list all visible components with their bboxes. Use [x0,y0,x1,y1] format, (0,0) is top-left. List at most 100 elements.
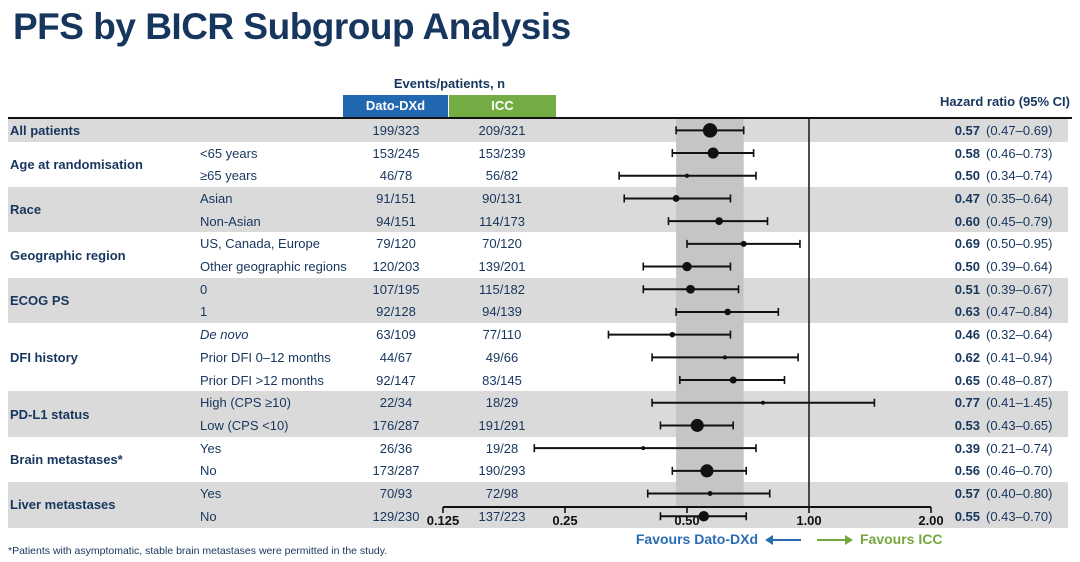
events-dato-dxd: 107/195 [372,281,420,297]
subgroup-label: Asian [200,190,233,206]
hazard-ratio-value: 0.69 [954,236,980,252]
group-label: All patients [10,122,81,138]
confidence-interval-value: (0.48–0.87) [986,372,1053,388]
confidence-interval-value: (0.32–0.64) [986,327,1053,343]
hr-point-marker [707,147,719,159]
subgroup-label: ≥65 years [200,168,257,184]
confidence-interval-value: (0.40–0.80) [986,486,1053,502]
events-dato-dxd: 26/36 [379,440,413,456]
hr-point-marker [729,376,737,384]
events-dato-dxd: 120/203 [372,259,420,275]
events-icc: 83/145 [482,372,522,388]
events-icc: 153/239 [478,145,526,161]
events-icc: 56/82 [485,168,519,184]
favours-icc-label: Favours ICC [860,531,943,547]
group-label: DFI history [10,349,78,365]
events-dato-dxd: 94/151 [376,213,416,229]
hazard-ratio-value: 0.50 [954,259,980,275]
x-axis-tick-label: 0.25 [552,513,578,528]
hazard-ratio-value: 0.65 [954,372,980,388]
confidence-interval-value: (0.45–0.79) [986,213,1053,229]
confidence-interval-value: (0.34–0.74) [986,168,1053,184]
events-dato-dxd: 70/93 [379,486,413,502]
events-icc: 72/98 [485,486,519,502]
favours-dato-dxd-label: Favours Dato-DXd [635,531,758,547]
hazard-ratio-value: 0.57 [954,486,980,502]
confidence-interval-value: (0.47–0.69) [986,122,1053,138]
page-title: PFS by BICR Subgroup Analysis [13,6,571,47]
group-label: Brain metastases* [10,451,123,467]
subgroup-label: No [200,508,217,524]
confidence-interval-value: (0.46–0.73) [986,145,1053,161]
events-icc: 19/28 [485,440,519,456]
arm-header-dato-dxd: Dato-DXd [343,95,448,117]
favours-left-arrow-head [765,535,773,545]
subgroup-label: Prior DFI 0–12 months [200,349,331,365]
hr-point-marker [722,355,727,360]
events-dato-dxd: 153/245 [372,145,420,161]
events-dato-dxd: 199/323 [372,122,420,138]
hr-point-marker [669,331,676,338]
hr-point-marker [700,464,714,478]
confidence-interval-value: (0.43–0.65) [986,417,1053,433]
events-dato-dxd: 79/120 [376,236,416,252]
events-dato-dxd: 46/78 [379,168,413,184]
group-label: Race [10,202,42,218]
events-icc: 94/139 [482,304,522,320]
events-icc: 18/29 [485,395,519,411]
subgroup-label: 0 [200,281,208,297]
events-dato-dxd: 176/287 [372,417,420,433]
hr-point-marker [641,446,646,451]
hazard-ratio-value: 0.50 [954,168,980,184]
hazard-ratio-value: 0.53 [954,417,980,433]
row-stripe [8,187,1068,233]
events-icc: 190/293 [478,463,526,479]
hazard-ratio-value: 0.62 [954,349,980,365]
row-stripe [8,391,1068,437]
subgroup-label: 1 [200,304,208,320]
x-axis-tick-label: 0.125 [426,513,460,528]
group-label: Liver metastases [10,497,116,513]
subgroup-label: Yes [200,486,222,502]
confidence-interval-value: (0.47–0.84) [986,304,1053,320]
events-patients-header: Events/patients, n [393,76,506,91]
events-icc: 191/291 [478,417,526,433]
events-icc: 49/66 [485,349,519,365]
events-dato-dxd: 92/147 [376,372,416,388]
group-label: ECOG PS [10,293,70,309]
events-icc: 137/223 [478,508,526,524]
confidence-interval-value: (0.43–0.70) [986,508,1053,524]
events-dato-dxd: 91/151 [376,190,416,206]
hazard-ratio-value: 0.39 [954,440,980,456]
confidence-interval-value: (0.21–0.74) [986,440,1053,456]
hr-point-marker [740,240,747,247]
subgroup-label: Other geographic regions [200,259,347,275]
hazard-ratio-header: Hazard ratio (95% CI) [939,94,1070,109]
subgroup-label: No [200,463,217,479]
subgroup-label: US, Canada, Europe [200,236,320,252]
x-axis-tick-label: 2.00 [918,513,944,528]
row-stripe [8,119,1068,142]
subgroup-label: De novo [200,327,249,343]
hr-point-marker [682,261,692,272]
hazard-ratio-value: 0.58 [954,145,980,161]
events-icc: 114/173 [478,213,526,229]
group-label: Geographic region [10,247,126,263]
confidence-interval-value: (0.50–0.95) [986,236,1053,252]
subgroup-label: Low (CPS <10) [200,417,289,433]
group-label: PD-L1 status [10,406,90,422]
header-divider-line [8,117,1072,119]
confidence-interval-value: (0.41–0.94) [986,349,1053,365]
hazard-ratio-value: 0.60 [954,213,980,229]
x-axis-tick-label: 0.50 [674,513,700,528]
arm-header-icc: ICC [449,95,556,117]
events-icc: 139/201 [478,259,526,275]
subgroup-label: Yes [200,440,222,456]
confidence-interval-value: (0.39–0.67) [986,281,1053,297]
hazard-ratio-value: 0.56 [954,463,980,479]
favours-right-arrow-head [845,535,853,545]
hazard-ratio-value: 0.55 [954,508,980,524]
confidence-interval-value: (0.46–0.70) [986,463,1053,479]
hazard-ratio-value: 0.47 [954,190,980,206]
